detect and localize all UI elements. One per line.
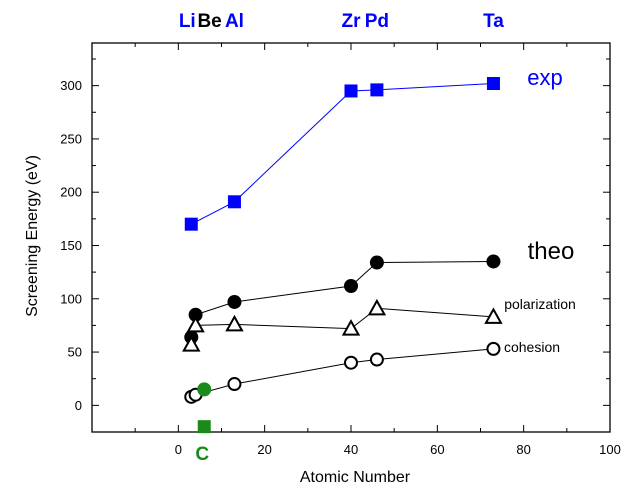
data-point-square [370,83,384,97]
x-tick-label: 0 [175,442,182,457]
series-label-polarization: polarization [504,296,576,312]
element-label-c: C [195,444,209,465]
series-carbon-5 [197,420,211,434]
data-point-circle [344,278,358,293]
data-point-open-circle [486,341,501,356]
series-polarization [182,298,503,352]
x-tick-label: 40 [344,442,358,457]
data-point-circle [227,294,242,309]
data-point-square [184,217,198,231]
element-label-al: Al [225,11,244,32]
chart-series [182,76,503,434]
y-tick-label: 150 [60,238,82,253]
data-point-circle [188,307,203,322]
x-tick-label: 60 [430,442,444,457]
data-point-triangle [182,335,201,352]
x-axis-title: Atomic Number [300,469,411,486]
data-point-triangle [484,307,503,324]
element-label-zr: Zr [342,11,362,32]
x-tick-label: 100 [599,442,621,457]
y-tick-label: 250 [60,131,82,146]
data-point-circle [369,255,384,270]
element-label-ta: Ta [483,11,504,32]
y-axis-title: Screening Energy (eV) [24,155,41,317]
data-point-open-circle [369,352,384,367]
element-label-pd: Pd [365,11,389,32]
y-tick-label: 300 [60,78,82,93]
data-point-triangle [341,319,361,336]
y-tick-label: 0 [75,398,82,413]
data-point-triangle [186,315,205,333]
data-point-square [227,195,241,209]
data-point-triangle [367,298,387,316]
y-tick-label: 200 [60,185,82,200]
data-point-circle [197,382,212,397]
data-point-square [197,420,211,434]
chart-ticks: 0 20 40 60 80 100 0 50 100 150 200 250 300 [60,43,621,457]
element-label-li: Li [179,11,196,32]
x-tick-label: 80 [516,442,530,457]
y-tick-label: 100 [60,291,82,306]
series-label-exp: exp [527,65,562,90]
data-point-square [486,76,500,90]
series-exp [184,76,500,231]
series-theo [184,254,501,345]
data-point-triangle [225,314,244,332]
series-label-theo: theo [528,238,575,265]
data-point-square [344,84,358,98]
series-carbon-4 [197,382,212,397]
y-tick-label: 50 [68,345,82,360]
data-point-circle [486,254,501,269]
data-point-open-circle [344,355,358,370]
series-cohesion [184,341,501,404]
series-label-cohesion: cohesion [504,339,560,355]
element-label-be: Be [197,11,221,32]
data-point-open-circle [227,377,242,392]
x-tick-label: 20 [257,442,271,457]
